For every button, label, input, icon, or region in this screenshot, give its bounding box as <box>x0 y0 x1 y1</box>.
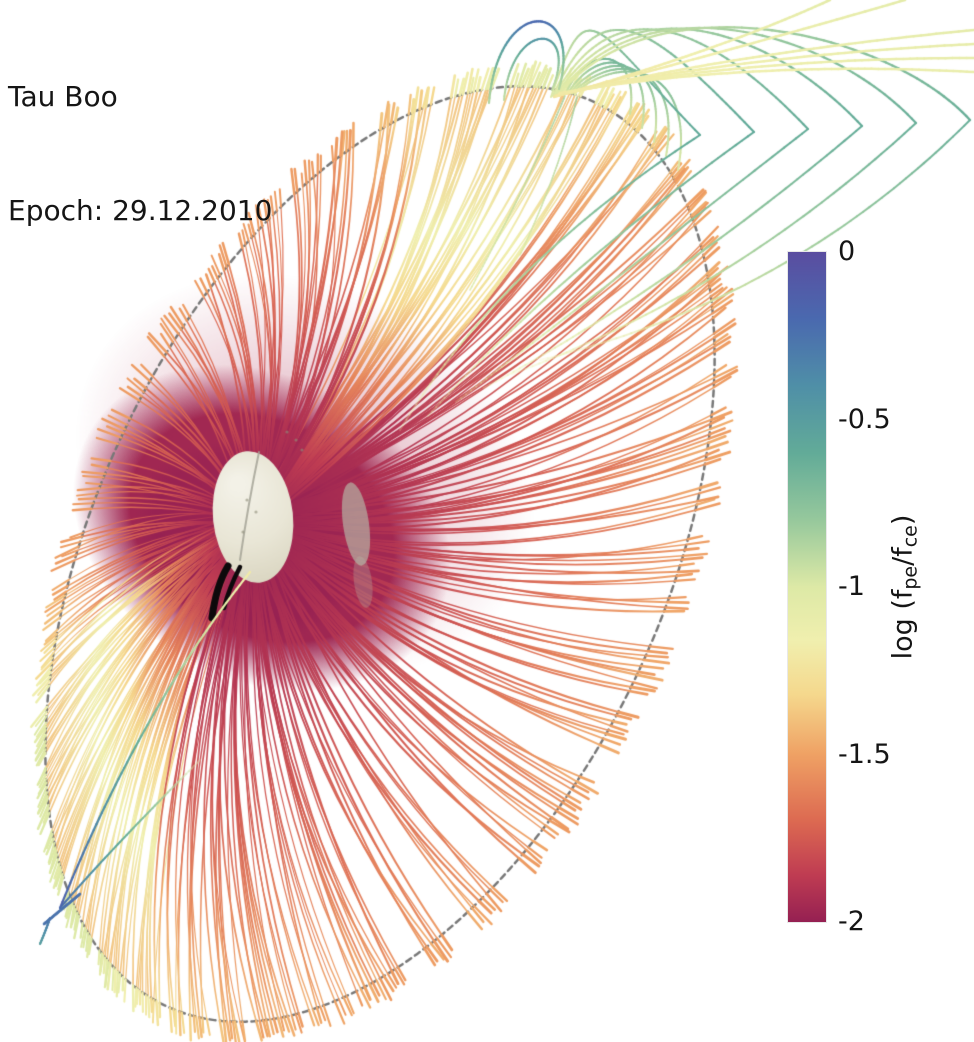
colorbar-tick-label: -1.5 <box>838 738 891 770</box>
colorbar-tick-label: -2 <box>838 905 865 937</box>
colorbar-tick-label: -1 <box>838 570 865 602</box>
colorbar-tick-label: -0.5 <box>838 403 891 435</box>
colorbar-gradient <box>787 251 827 923</box>
star-name: Tau Boo <box>8 80 118 113</box>
colorbar-tick-label: 0 <box>838 235 856 267</box>
title-block: Tau Boo Epoch: 29.12.2010 <box>8 2 272 306</box>
colorbar-axis-label: log (fpe/fce) <box>887 514 922 660</box>
epoch-label: Epoch: 29.12.2010 <box>8 194 273 227</box>
